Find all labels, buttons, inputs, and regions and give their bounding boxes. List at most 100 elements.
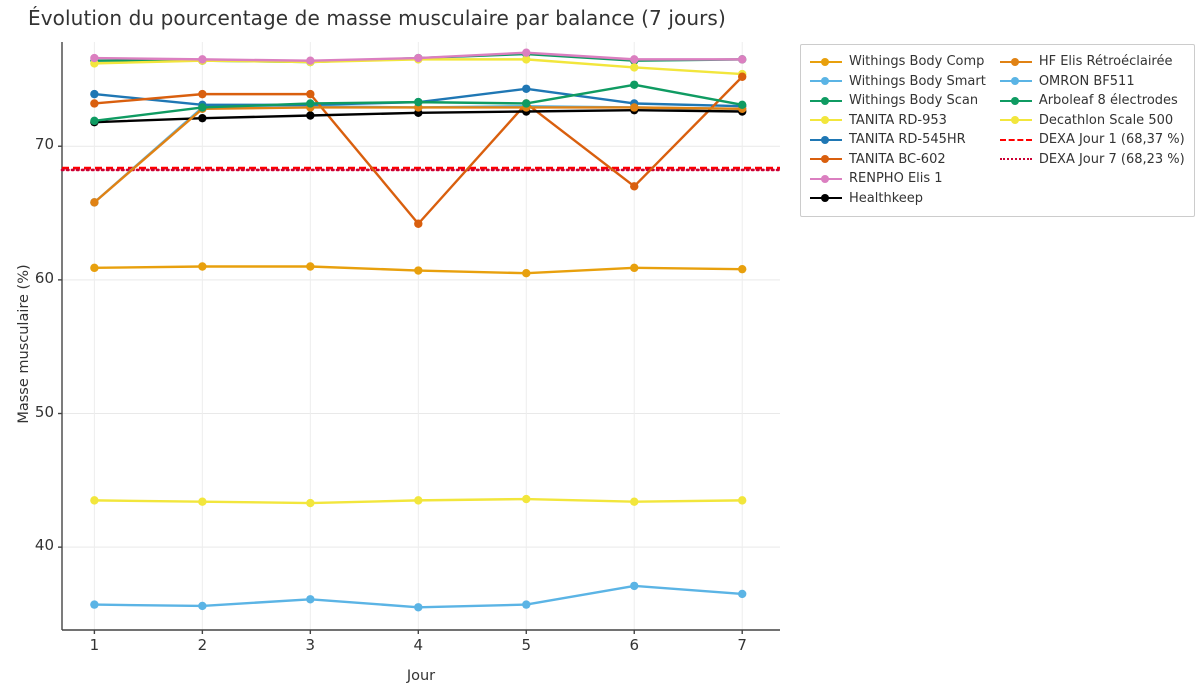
data-point	[90, 496, 99, 505]
data-point	[738, 55, 747, 64]
legend-item[interactable]: TANITA RD-545HR	[810, 130, 986, 150]
data-point	[198, 601, 207, 611]
legend-swatch-icon	[999, 55, 1032, 69]
legend-label: TANITA BC-602	[849, 151, 946, 167]
data-point	[198, 262, 207, 271]
x-tick-label: 7	[737, 636, 747, 654]
legend-swatch-icon	[810, 94, 842, 108]
legend-item[interactable]: Withings Body Smart	[810, 72, 986, 92]
data-point	[522, 55, 531, 64]
data-point	[522, 600, 531, 609]
legend-label: DEXA Jour 1 (68,37 %)	[1038, 132, 1185, 148]
legend-swatch-icon	[810, 191, 842, 205]
legend-label: Withings Body Smart	[849, 73, 986, 89]
legend-item[interactable]: TANITA RD-953	[810, 111, 986, 131]
data-point	[90, 263, 99, 273]
data-point	[414, 97, 423, 107]
legend-item[interactable]: DEXA Jour 1 (68,37 %)	[999, 130, 1185, 150]
x-tick-label: 2	[197, 636, 208, 654]
x-tick-label: 6	[629, 636, 640, 654]
data-point	[522, 99, 531, 108]
x-tick-label: 4	[413, 636, 424, 654]
data-point	[522, 494, 531, 504]
legend-swatch-icon	[999, 74, 1032, 88]
legend-swatch-icon	[999, 113, 1032, 127]
data-point	[630, 103, 639, 112]
data-point	[306, 56, 315, 65]
legend-item[interactable]: Withings Body Comp	[810, 52, 986, 72]
x-tick-label: 3	[305, 636, 316, 654]
x-axis-label: Jour	[406, 668, 436, 684]
data-point	[306, 262, 315, 271]
legend-label: Arboleaf 8 électrodes	[1038, 93, 1178, 109]
data-point	[90, 89, 99, 99]
legend-label: RENPHO Elis 1	[849, 171, 943, 187]
chart-legend: Withings Body Comp Withings Body Smart Wit…	[800, 44, 1195, 217]
legend-item[interactable]: OMRON BF511	[999, 72, 1185, 92]
data-point	[306, 89, 315, 99]
data-point	[630, 63, 639, 72]
legend-item[interactable]: Withings Body Scan	[810, 91, 986, 111]
legend-item[interactable]: TANITA BC-602	[810, 150, 986, 170]
data-point	[198, 89, 207, 99]
data-point	[414, 496, 423, 505]
data-point	[414, 266, 423, 275]
legend-label: TANITA RD-545HR	[849, 132, 966, 148]
data-point	[738, 264, 747, 274]
legend-swatch-icon	[999, 133, 1032, 147]
legend-swatch-icon	[810, 74, 842, 88]
data-point	[306, 111, 315, 120]
legend-swatch-icon	[999, 152, 1032, 166]
data-point	[630, 581, 639, 591]
legend-label: Healthkeep	[849, 190, 924, 206]
data-point	[522, 84, 531, 93]
legend-item[interactable]: HF Elis Rétroéclairée	[999, 52, 1185, 72]
legend-item[interactable]: Decathlon Scale 500	[999, 111, 1185, 131]
data-point	[630, 55, 639, 64]
legend-column-right: HF Elis Rétroéclairée OMRON BF511 Arboleaf…	[999, 52, 1185, 208]
data-point	[630, 497, 639, 506]
legend-label: Withings Body Scan	[849, 93, 979, 109]
legend-item[interactable]: Arboleaf 8 électrodes	[999, 91, 1185, 111]
chart-title: Évolution du pourcentage de masse muscul…	[28, 6, 726, 30]
data-point	[90, 116, 99, 126]
data-point	[198, 113, 207, 123]
legend-item[interactable]: RENPHO Elis 1	[810, 169, 986, 189]
legend-item[interactable]: Healthkeep	[810, 189, 986, 209]
legend-swatch-icon	[999, 94, 1032, 108]
data-point	[522, 48, 531, 57]
data-point	[630, 80, 639, 89]
legend-swatch-icon	[810, 133, 842, 147]
legend-column-left: Withings Body Comp Withings Body Smart Wit…	[810, 52, 986, 208]
data-point	[738, 496, 747, 505]
legend-label: OMRON BF511	[1038, 73, 1135, 89]
data-point	[198, 55, 207, 64]
data-point	[414, 53, 423, 63]
data-point	[198, 497, 207, 506]
legend-swatch-icon	[810, 55, 842, 69]
data-point	[306, 99, 315, 108]
data-point	[738, 589, 747, 599]
data-point	[522, 268, 531, 278]
data-point	[90, 99, 99, 108]
legend-swatch-icon	[810, 152, 842, 166]
data-point	[738, 100, 747, 110]
data-point	[630, 182, 639, 191]
data-point	[90, 600, 99, 609]
x-tick-label: 1	[89, 636, 100, 654]
data-point	[414, 603, 423, 612]
data-point	[306, 498, 315, 508]
legend-label: TANITA RD-953	[849, 112, 947, 128]
legend-label: DEXA Jour 7 (68,23 %)	[1038, 151, 1185, 167]
data-point	[90, 198, 99, 207]
data-point	[306, 595, 315, 604]
legend-label: HF Elis Rétroéclairée	[1038, 54, 1173, 70]
data-point	[414, 219, 423, 228]
legend-label: Decathlon Scale 500	[1038, 112, 1174, 128]
data-point	[738, 72, 747, 81]
legend-label: Withings Body Comp	[849, 54, 985, 70]
data-point	[198, 103, 207, 112]
legend-item[interactable]: DEXA Jour 7 (68,23 %)	[999, 150, 1185, 170]
